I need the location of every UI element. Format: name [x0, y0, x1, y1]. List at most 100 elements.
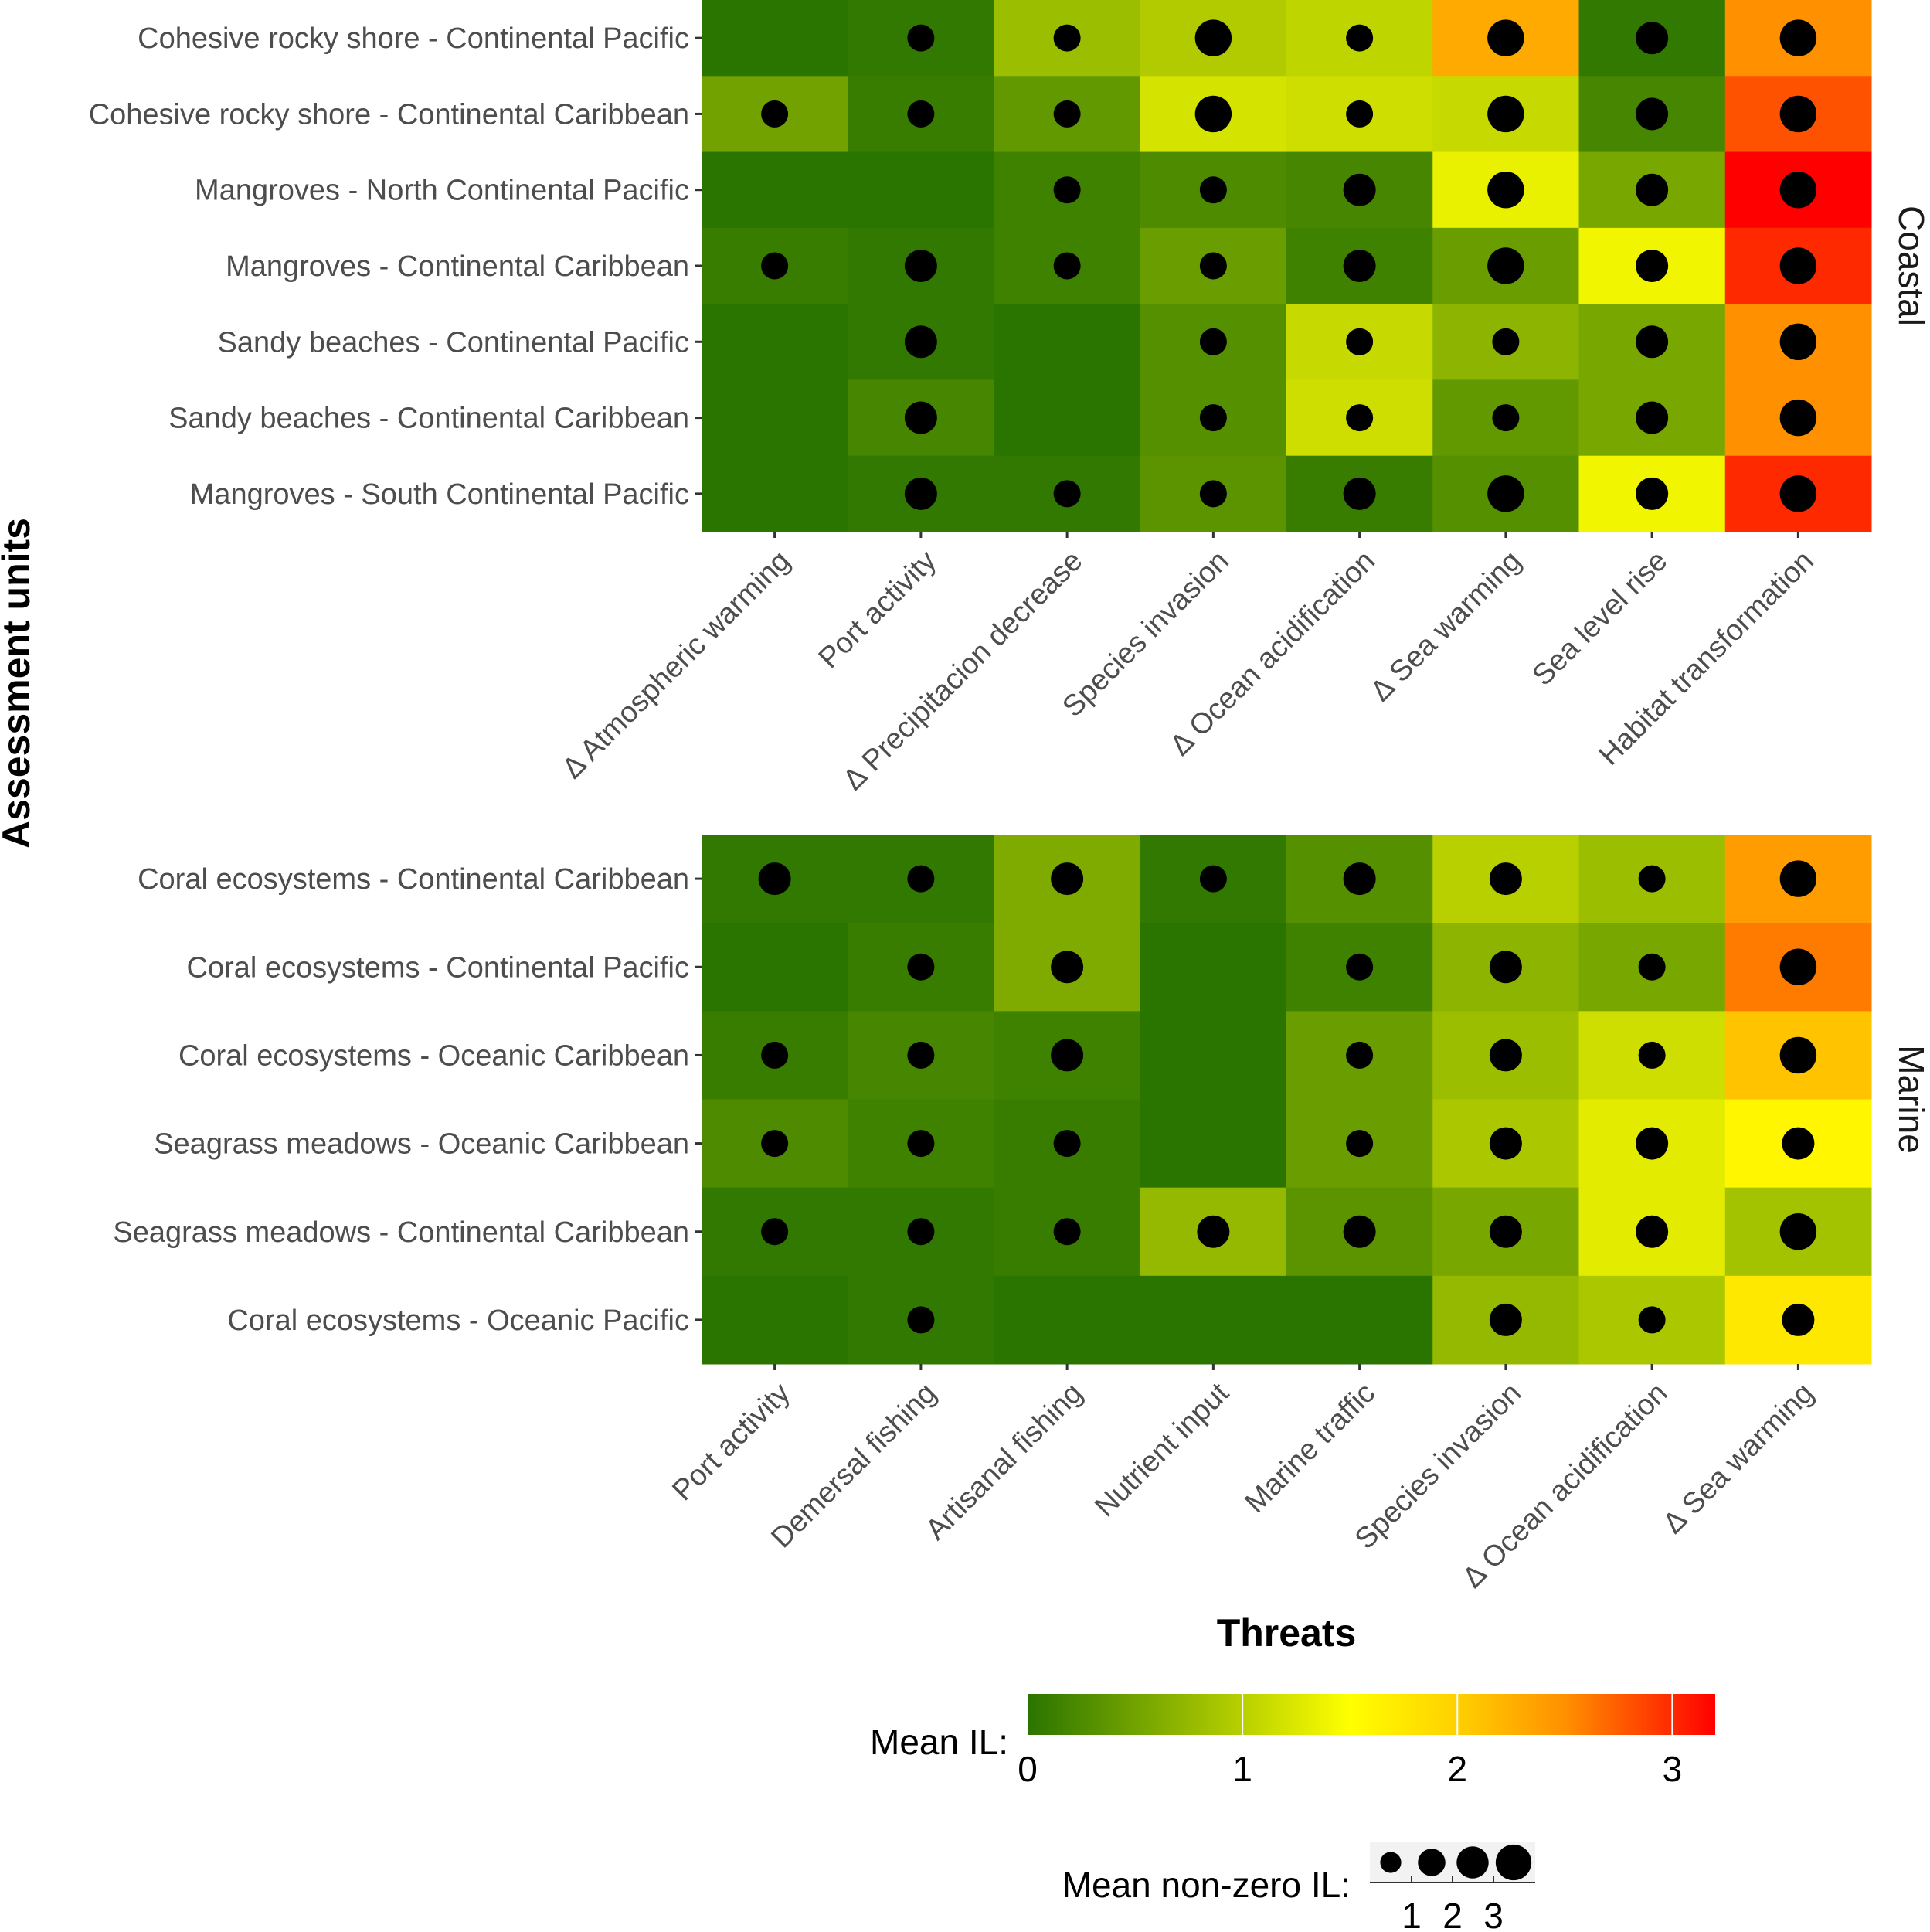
y-tick-label: Mangroves - South Continental Pacific [190, 478, 689, 511]
size-dot [907, 1218, 935, 1246]
size-dot [907, 1130, 935, 1158]
y-tick-label: Coral ecosystems - Continental Pacific [187, 951, 689, 984]
panel-marine: Coral ecosystems - Continental Caribbean… [113, 835, 1930, 1594]
heatmap-cell [848, 151, 994, 229]
size-dot [1053, 100, 1081, 128]
size-legend-tick-label: 3 [1483, 1896, 1504, 1932]
size-dot [1053, 1218, 1081, 1246]
y-tick-label: Mangroves - Continental Caribbean [226, 250, 689, 283]
size-dot [761, 252, 789, 280]
size-dot [1779, 1036, 1817, 1074]
size-dot [1489, 1127, 1522, 1160]
size-dot [904, 249, 937, 283]
size-dot [907, 100, 935, 128]
x-tick-label: ∆ Precipitacion decrease [838, 545, 1089, 796]
x-tick-label: ∆ Sea warming [1365, 545, 1527, 707]
size-dot [1489, 1215, 1522, 1248]
y-tick-label: Seagrass meadows - Continental Caribbean [113, 1216, 689, 1249]
size-dot [1199, 865, 1227, 893]
size-dot [1638, 1306, 1666, 1334]
x-tick-label: Artisanal fishing [919, 1377, 1089, 1546]
size-dot [1636, 401, 1669, 434]
size-legend-tick-label: 1 [1402, 1896, 1422, 1932]
size-dot [1489, 862, 1522, 896]
size-dot [907, 953, 935, 981]
size-dot [1051, 1039, 1084, 1072]
size-dot [1051, 951, 1084, 984]
size-dot [1487, 171, 1524, 209]
size-dot [1779, 95, 1817, 133]
size-legend-tick-label: 2 [1442, 1896, 1463, 1932]
size-dot [907, 1041, 935, 1069]
size-dot [1053, 24, 1081, 52]
size-dot [1779, 860, 1817, 897]
size-dot [1636, 325, 1669, 359]
size-dot [1779, 475, 1817, 512]
heatmap-cell [994, 304, 1141, 380]
size-dot [1487, 95, 1524, 133]
x-tick-label: Sea level rise [1526, 545, 1673, 692]
size-legend-title: Mean non-zero IL: [1062, 1865, 1351, 1905]
size-dot [761, 1130, 789, 1158]
size-dot [1343, 249, 1376, 283]
size-dot [1346, 1130, 1374, 1158]
y-axis-title: Assessment units [0, 518, 38, 849]
size-dot [1636, 173, 1669, 206]
size-dot [1199, 176, 1227, 204]
size-dot [1194, 19, 1232, 56]
size-dot [1346, 1041, 1374, 1069]
size-dot [1487, 247, 1524, 284]
y-tick-label: Cohesive rocky shore - Continental Pacif… [138, 22, 689, 55]
size-dot [1489, 1039, 1522, 1072]
heatmap-cell [1140, 1011, 1287, 1100]
x-tick-label: Port activity [666, 1377, 797, 1508]
size-dot [1487, 19, 1524, 56]
y-tick-label: Coral ecosystems - Continental Caribbean [138, 863, 689, 896]
heatmap-cell [1140, 923, 1287, 1012]
panel-coastal: Cohesive rocky shore - Continental Pacif… [89, 0, 1930, 796]
size-dot [1779, 1213, 1817, 1250]
color-legend-title: Mean IL: [870, 1722, 1008, 1762]
size-dot [1343, 1215, 1376, 1248]
heatmap-cell [1140, 1275, 1287, 1365]
heatmap-cell [702, 0, 848, 77]
size-dot [1199, 252, 1227, 280]
heatmap-cell [702, 379, 848, 457]
size-dot [1636, 477, 1669, 510]
size-dot [904, 477, 937, 510]
size-dot [1779, 19, 1817, 56]
color-legend-bar [1028, 1694, 1715, 1735]
y-tick-label: Sandy beaches - Continental Caribbean [168, 403, 689, 435]
size-dot [1489, 951, 1522, 984]
heatmap-cell [702, 455, 848, 532]
y-tick-label: Coral ecosystems - Oceanic Caribbean [178, 1039, 689, 1072]
x-tick-label: Nutrient input [1089, 1376, 1235, 1523]
heatmap-cell [1286, 1275, 1433, 1365]
size-dot [907, 24, 935, 52]
size-dot [1199, 328, 1227, 355]
x-tick-label: Port activity [813, 545, 943, 675]
panel-strip-label: Coastal [1891, 206, 1930, 326]
size-dot [1053, 252, 1081, 280]
heatmap-cell [702, 304, 848, 380]
size-dot [1492, 328, 1520, 355]
size-dot [904, 401, 937, 434]
heatmap-cell [702, 1275, 848, 1365]
color-legend-tick-label: 2 [1447, 1749, 1467, 1789]
size-dot [1346, 328, 1374, 355]
size-dot [1053, 176, 1081, 204]
size-dot [907, 1306, 935, 1334]
size-dot [1779, 247, 1817, 284]
size-dot [1346, 24, 1374, 52]
size-dot [1779, 323, 1817, 361]
heatmap-cell [702, 151, 848, 229]
size-dot [1346, 404, 1374, 432]
size-dot [1051, 862, 1084, 896]
size-dot [1779, 948, 1817, 985]
size-dot [1053, 480, 1081, 508]
color-legend: Mean IL: 0 1 2 3 [870, 1694, 1715, 1789]
y-tick-label: Coral ecosystems - Oceanic Pacific [227, 1304, 689, 1337]
size-dot [1638, 953, 1666, 981]
size-dot [904, 325, 937, 359]
